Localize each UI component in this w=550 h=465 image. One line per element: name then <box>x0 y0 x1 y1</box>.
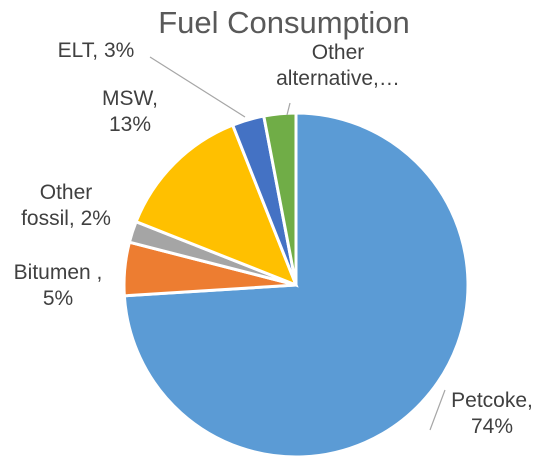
leader-line-elt <box>149 56 246 118</box>
data-label-line: Petcoke, <box>451 389 533 412</box>
chart-title: Fuel Consumption <box>158 5 410 40</box>
data-label-bitumen: Bitumen , 5% <box>14 261 103 310</box>
data-label-petcoke: Petcoke, 74% <box>451 389 533 438</box>
data-label-line: Bitumen , <box>14 261 103 284</box>
data-label-line: 5% <box>43 287 73 310</box>
slices <box>122 111 470 459</box>
data-label-line: 74% <box>471 415 513 438</box>
pie-slice-other-alternative <box>262 111 298 286</box>
leader-lines <box>149 56 446 431</box>
data-label-other-alternative: Other alternative,… <box>276 41 400 90</box>
data-label-line: alternative,… <box>276 67 400 90</box>
data-label-line: MSW, <box>102 87 158 110</box>
leader-line-other-alternative <box>286 102 291 116</box>
data-label-line: fossil, 2% <box>21 207 111 230</box>
leader-line-petcoke <box>429 389 446 431</box>
data-labels: Petcoke, 74% Bitumen , 5% Other fossil, 2% MSW… <box>14 39 533 438</box>
data-label-line: Other <box>312 41 365 64</box>
data-label-other-fossil: Other fossil, 2% <box>21 181 111 230</box>
data-label-msw: MSW, 13% <box>102 87 158 136</box>
data-label-line: ELT, 3% <box>58 39 135 62</box>
pie-slice-msw <box>134 123 299 288</box>
data-label-line: Other <box>40 181 93 204</box>
data-label-elt: ELT, 3% <box>58 39 135 62</box>
data-label-line: 13% <box>109 113 151 136</box>
